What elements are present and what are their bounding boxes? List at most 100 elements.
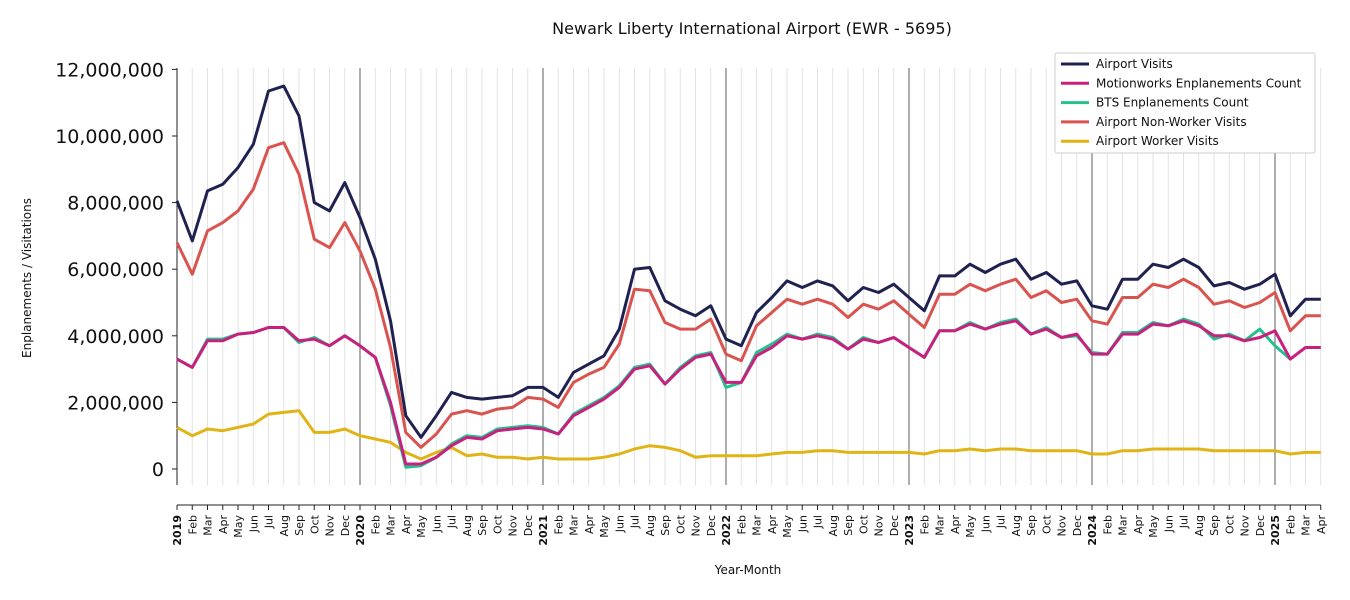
x-month-label: Oct [491,514,504,534]
x-month-label: Oct [308,514,321,534]
x-month-label: Jun [430,515,443,533]
x-month-label: Aug [1010,515,1023,536]
x-month-label: Aug [278,515,291,536]
x-month-label: Feb [1101,515,1114,534]
x-month-label: Feb [918,515,931,534]
x-month-label: Jul [1178,515,1191,529]
x-month-label: Feb [1284,515,1297,534]
x-month-label: Aug [827,515,840,536]
x-month-label: Dec [888,515,901,536]
x-month-label: Nov [1239,515,1252,537]
legend-box [1054,52,1316,154]
legend: Airport Visits Motionworks Enplanements C… [1054,52,1316,154]
x-month-label: Dec [705,515,718,536]
x-month-label: Mar [1300,515,1313,536]
x-month-label: Sep [659,515,672,536]
x-year-label: 2023 [903,515,916,546]
legend-entry-label: Airport Non-Worker Visits [1096,115,1247,129]
series-line [176,409,1321,461]
x-year-label: 2025 [1269,515,1282,546]
x-month-label: Jun [1162,515,1175,533]
x-month-label: Aug [1193,515,1206,536]
x-month-label: Mar [751,515,764,536]
x-month-label: May [415,515,428,538]
x-month-label: Sep [293,515,306,536]
x-year-label: 2021 [537,515,550,546]
x-year-label: 2019 [171,515,184,546]
legend-entry-label: BTS Enplanements Count [1096,96,1249,110]
x-month-label: Mar [568,515,581,536]
x-month-label: Oct [1223,514,1236,534]
x-month-label: Oct [1040,514,1053,534]
x-month-label: Dec [1071,515,1084,536]
x-month-label: Apr [1315,515,1328,535]
chart-title: Newark Liberty International Airport (EW… [552,19,952,38]
x-month-label: Nov [690,515,703,537]
x-month-label: Jul [995,515,1008,529]
x-month-label: Mar [934,515,947,536]
legend-entry-label: Motionworks Enplanements Count [1096,76,1302,90]
x-month-label: Jun [613,515,626,533]
x-month-label: Apr [217,515,230,535]
x-month-label: Jul [629,515,642,529]
x-year-label: 2024 [1086,515,1099,546]
x-month-label: Aug [461,515,474,536]
x-month-label: Sep [842,515,855,536]
x-month-label: Mar [202,515,215,536]
x-month-label: May [964,515,977,538]
x-month-label: May [781,515,794,538]
x-month-label: Mar [1117,515,1130,536]
x-month-label: Jun [796,515,809,533]
legend-entry-label: Airport Visits [1096,57,1173,71]
x-month-label: Nov [324,515,337,537]
x-month-label: Dec [339,515,352,536]
x-month-label: Mar [385,515,398,536]
x-axis-title: Year-Month [714,563,782,577]
series-line [176,319,1321,466]
x-month-label: Jul [812,515,825,529]
x-month-label: Apr [766,515,779,535]
x-month-label: Dec [1254,515,1267,536]
y-tick-label: 4,000,000 [67,326,164,348]
x-month-label: Feb [186,515,199,534]
y-tick-label: 2,000,000 [67,392,164,414]
series-layer [175,84,1321,469]
axis-layer: 0 2,000,000 4,000,000 6,000,000 8,000,000 10,… [55,59,1328,545]
x-month-label: Jun [979,515,992,533]
series-line [175,84,1321,439]
x-month-label: Apr [583,515,596,535]
y-tick-label: 8,000,000 [67,193,164,215]
x-month-label: May [598,515,611,538]
x-month-label: Oct [674,514,687,534]
x-month-label: Jun [247,515,260,533]
x-month-label: Feb [735,515,748,534]
x-year-label: 2020 [354,515,367,546]
series-line [175,141,1321,449]
y-tick-label: 0 [152,459,164,481]
y-axis-title: Enplanements / Visitations [20,198,34,358]
x-month-label: Dec [522,515,535,536]
y-tick-label: 12,000,000 [55,59,164,81]
x-month-label: Apr [1132,515,1145,535]
x-year-label: 2022 [720,515,733,546]
x-month-label: Nov [507,515,520,537]
x-month-label: Feb [552,515,565,534]
x-month-label: Sep [1208,515,1221,536]
x-month-label: May [1147,515,1160,538]
legend-entry-label: Airport Worker Visits [1096,134,1219,148]
x-month-label: Apr [949,515,962,535]
x-month-label: Jul [263,515,276,529]
y-tick-label: 6,000,000 [67,259,164,281]
x-month-label: Sep [476,515,489,536]
x-month-label: Oct [857,514,870,534]
x-month-label: Nov [873,515,886,537]
x-month-label: Sep [1025,515,1038,536]
x-month-label: Nov [1056,515,1069,537]
y-tick-label: 10,000,000 [55,126,164,148]
x-month-label: Jul [446,515,459,529]
x-month-label: Aug [644,515,657,536]
x-month-label: May [232,515,245,538]
x-month-label: Apr [400,515,413,535]
